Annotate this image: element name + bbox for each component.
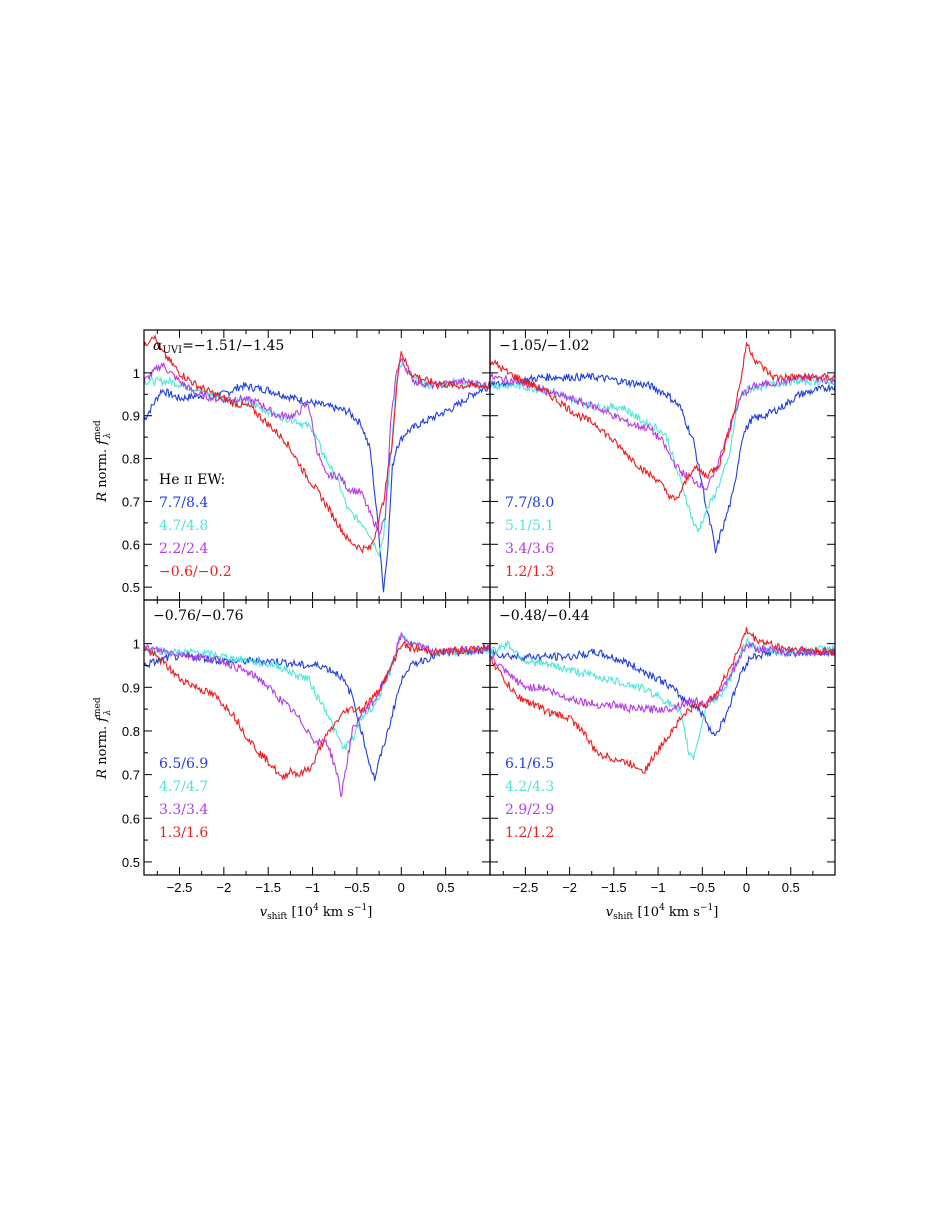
y-tick-label: 0.6	[122, 537, 140, 552]
x-tick-label: −1	[651, 880, 666, 895]
series-line-magenta	[144, 357, 490, 536]
legend-entry-cyan: 4.2/4.3	[505, 779, 554, 795]
x-tick-label: −2	[562, 880, 577, 895]
series-line-red	[144, 640, 490, 780]
x-tick-label: −1	[305, 880, 320, 895]
legend-entry-red: 1.2/1.3	[505, 564, 554, 580]
legend-entry-red: −0.6/−0.2	[159, 564, 232, 580]
legend-entry-magenta: 2.2/2.4	[159, 541, 208, 557]
x-tick-label: −0.5	[344, 880, 370, 895]
x-axis-label-left: vshift [104 km s−1]	[260, 903, 373, 922]
x-tick-label: −1.5	[601, 880, 627, 895]
legend-entry-blue: 6.5/6.9	[159, 756, 208, 772]
legend-entry-cyan: 4.7/4.7	[159, 779, 208, 795]
x-tick-label: −2.5	[167, 880, 193, 895]
y-tick-label: 0.5	[122, 855, 140, 870]
x-tick-label: −1.5	[255, 880, 281, 895]
series-line-blue	[144, 381, 490, 593]
panel-frame	[489, 599, 836, 876]
legend-entry-red: 1.3/1.6	[159, 825, 208, 841]
x-tick-label: 0.5	[437, 880, 455, 895]
y-tick-label: 0.7	[122, 494, 140, 509]
panel-top-right: −1.05/−1.02 7.7/8.0 5.1/5.1 3.4/3.6 1.2/1.3	[489, 329, 836, 601]
y-tick-label: 1	[133, 637, 140, 652]
x-tick-label: 0.5	[782, 880, 800, 895]
panel-frame	[143, 329, 491, 601]
y-axis-label-top: R norm. fmedλ	[93, 420, 113, 503]
y-axis-label-bottom: R norm. fmedλ	[93, 697, 113, 780]
y-tick-label: 0.7	[122, 768, 140, 783]
series-line-red	[490, 627, 835, 774]
x-axis-label-right: vshift [104 km s−1]	[606, 903, 719, 922]
legend-entry-magenta: 2.9/2.9	[505, 802, 554, 818]
panel-bottom-left: −2.5 −2 −1.5 −1 −0.5 0 0.5 0.5 0.6 0.7 0.8 0.9 1 −0.7…	[122, 599, 491, 895]
legend-entry-magenta: 3.3/3.4	[159, 802, 208, 818]
legend-entry-magenta: 3.4/3.6	[505, 541, 554, 557]
panel-frame	[489, 329, 836, 601]
legend-entry-red: 1.2/1.2	[505, 825, 554, 841]
legend-entry-blue: 7.7/8.0	[505, 495, 554, 511]
legend-entry-blue: 7.7/8.4	[159, 495, 208, 511]
y-tick-label: 1	[133, 366, 140, 381]
y-tick-label: 0.5	[122, 580, 140, 595]
panel-title: −1.05/−1.02	[499, 338, 590, 354]
legend-entry-blue: 6.1/6.5	[505, 756, 554, 772]
series-line-blue	[490, 371, 835, 554]
y-tick-label: 0.6	[122, 811, 140, 826]
x-tick-label: 0	[743, 880, 750, 895]
series-line-magenta	[490, 372, 835, 491]
series-line-magenta	[144, 632, 490, 798]
y-tick-label: 0.9	[122, 409, 140, 424]
x-tick-label: −2	[216, 880, 231, 895]
panel-top-left: 0.5 0.6 0.7 0.8 0.9 1 αUVI=−1.51/−1.45 He II EW…	[122, 329, 491, 601]
series-line-red	[490, 341, 835, 501]
x-tick-label: −0.5	[689, 880, 715, 895]
y-tick-label: 0.8	[122, 452, 140, 467]
panel-title: −0.48/−0.44	[499, 608, 590, 624]
panel-title: −0.76/−0.76	[153, 608, 244, 624]
x-tick-label: 0	[398, 880, 405, 895]
panel-bottom-right: −2.5 −2 −1.5 −1 −0.5 0 0.5 −0.48/−0.44 6.1/6.5 4.…	[489, 599, 836, 895]
panel-title: αUVI=−1.51/−1.45	[153, 338, 284, 356]
y-tick-label: 0.8	[122, 724, 140, 739]
legend-entry-cyan: 4.7/4.8	[159, 518, 208, 534]
y-tick-label: 0.9	[122, 680, 140, 695]
x-tick-label: −2.5	[513, 880, 539, 895]
series-line-red	[144, 333, 490, 554]
legend-header: He II EW:	[159, 472, 225, 488]
legend-entry-cyan: 5.1/5.1	[505, 518, 554, 534]
